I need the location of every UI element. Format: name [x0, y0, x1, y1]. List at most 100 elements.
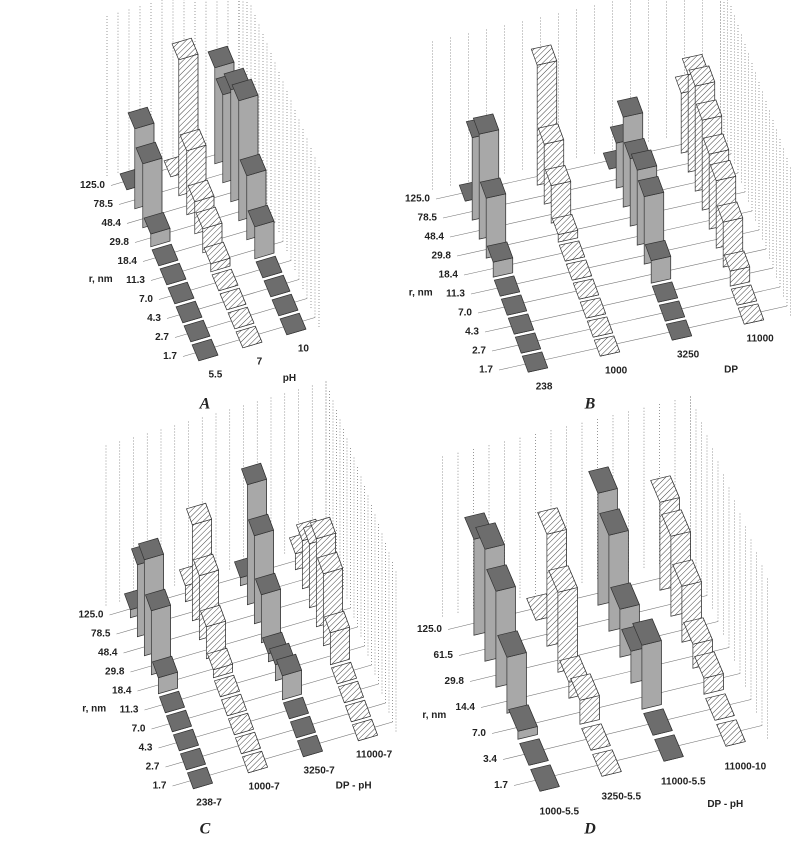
bar [159, 262, 187, 286]
floor-line [477, 248, 767, 314]
bar-top [565, 259, 593, 281]
bar [530, 764, 560, 792]
r-tick-label: 4.3 [465, 327, 479, 338]
panel-label: D [583, 821, 596, 838]
bar-top [581, 723, 611, 751]
bar-top [661, 509, 691, 537]
bar-top [519, 738, 549, 766]
bar [275, 653, 303, 701]
bar-top [599, 508, 629, 536]
bar-top [207, 45, 235, 69]
bar-top [665, 319, 693, 341]
r-tick-label: 1.7 [494, 780, 508, 791]
r-tick-label: 2.7 [472, 346, 486, 357]
x-tick-label: 10 [298, 343, 310, 354]
bar-top [351, 718, 379, 742]
bar [183, 319, 211, 343]
bar [643, 708, 673, 736]
bar-top [275, 653, 303, 677]
bar-top [192, 553, 220, 577]
bar [282, 696, 310, 720]
bar [737, 303, 765, 325]
bar-top [497, 630, 527, 658]
bar [227, 712, 255, 736]
bar-top [654, 734, 684, 762]
x-tick-label: 11000-10 [724, 761, 766, 772]
bar-top [172, 728, 200, 752]
x-tick-label: 238 [536, 381, 553, 392]
r-tick-label: 11.3 [120, 705, 139, 716]
bar-top [175, 300, 203, 324]
bar [175, 300, 203, 324]
r-tick-label: 7.0 [458, 308, 472, 319]
bar-top [158, 690, 186, 714]
bar [644, 239, 672, 284]
bar-top [241, 750, 269, 774]
r-tick-label: 61.5 [434, 650, 454, 661]
bar-top [537, 123, 565, 145]
bar-top [479, 177, 507, 199]
panel-label: A [199, 396, 211, 413]
bar [186, 766, 214, 790]
bar-top [651, 281, 679, 303]
bar [323, 610, 351, 666]
bar-top [702, 133, 730, 155]
bar-top [337, 680, 365, 704]
bar-top [183, 319, 211, 343]
r-tick-label: 125.0 [80, 180, 105, 191]
x-axis-title: pH [283, 373, 296, 384]
panel-label: C [200, 821, 211, 838]
bar-top [637, 175, 665, 198]
bar-top [643, 708, 673, 736]
r-tick-label: 7.0 [132, 724, 146, 735]
bar [271, 293, 299, 317]
bar-top [151, 243, 179, 267]
bar [521, 351, 549, 373]
bar-top [206, 647, 234, 671]
bar-top [579, 297, 607, 319]
bar-top [179, 128, 207, 152]
bar-top [159, 262, 187, 286]
r-tick-label: 125.0 [78, 610, 103, 621]
bar [143, 211, 171, 248]
bar-top [551, 213, 579, 236]
bar-top [630, 149, 658, 171]
x-tick-label: 1000-5.5 [540, 806, 580, 817]
x-tick-label: 11000 [746, 333, 774, 344]
bar-top [610, 582, 640, 610]
bar [500, 294, 528, 316]
bar-top [644, 239, 672, 262]
bar-top [544, 164, 572, 187]
bar-top [227, 306, 255, 330]
y-axis-title: r, nm [82, 704, 106, 715]
r-tick-label: 2.7 [155, 332, 169, 343]
bar [296, 734, 324, 758]
bar-top [475, 522, 505, 550]
bar-top [203, 241, 231, 265]
r-tick-label: 78.5 [94, 199, 114, 210]
bar [199, 604, 227, 660]
bar [158, 690, 186, 714]
bar-top [309, 516, 337, 540]
bar-top [187, 179, 215, 203]
r-tick-label: 48.4 [102, 218, 122, 229]
bar [658, 300, 686, 322]
x-tick-label: 3250-7 [304, 765, 336, 776]
bar-top [508, 704, 538, 732]
bar [241, 750, 269, 774]
bar-top [296, 734, 324, 758]
r-tick-label: 7.0 [139, 294, 153, 305]
bar-top [472, 113, 500, 135]
bar-top [694, 651, 724, 679]
bar-top [558, 240, 586, 262]
bar-top [185, 502, 213, 526]
bar [211, 268, 239, 292]
bar-top [165, 709, 193, 733]
bar [151, 243, 179, 267]
bar [694, 651, 724, 695]
bar-top [247, 204, 275, 228]
r-tick-label: 2.7 [146, 762, 160, 773]
r-tick-label: 18.4 [118, 256, 138, 267]
bar [565, 259, 593, 281]
